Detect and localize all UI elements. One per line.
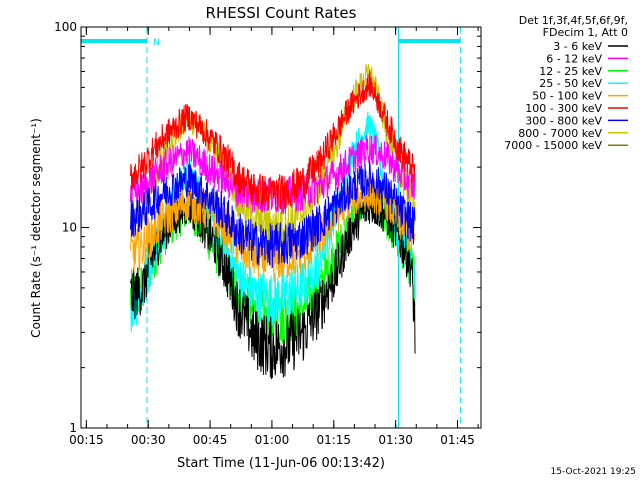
legend-entry-label: 6 - 12 keV (546, 52, 602, 65)
x-tick-label: 00:30 (131, 433, 166, 447)
legend-entry-label: 3 - 6 keV (553, 40, 602, 53)
legend-entry-label: 7000 - 15000 keV (504, 139, 602, 152)
x-tick-label: 01:30 (378, 433, 413, 447)
y-tick-label: 1 (69, 421, 77, 435)
legend-entry-label: 100 - 300 keV (525, 102, 602, 115)
legend-entry-label: 25 - 50 keV (539, 77, 602, 90)
series-line (129, 69, 416, 211)
y-axis-label: Count Rate (s⁻¹ detector segment⁻¹) (29, 118, 43, 338)
night-marker-label: N (153, 38, 160, 48)
x-tick-label: 01:00 (255, 433, 290, 447)
legend-header: FDecim 1, Att 0 (543, 26, 628, 39)
footer-timestamp: 15-Oct-2021 19:25 (551, 467, 636, 477)
y-tick-label: 100 (54, 20, 77, 34)
x-axis-label: Start Time (11-Jun-06 00:13:42) (177, 456, 385, 471)
x-tick-label: 00:45 (193, 433, 228, 447)
y-tick-label: 10 (62, 221, 77, 235)
plot-area: N (81, 27, 461, 428)
x-tick-label: 01:45 (440, 433, 475, 447)
x-tick-label: 01:15 (316, 433, 351, 447)
legend-entry-label: 12 - 25 keV (539, 65, 602, 78)
legend-entry-label: 300 - 800 keV (525, 114, 602, 127)
chart-title: RHESSI Count Rates (206, 4, 357, 22)
legend-entry-label: 800 - 7000 keV (518, 127, 602, 140)
legend-header: Det 1f,3f,4f,5f,6f,9f, (519, 14, 628, 27)
legend: Det 1f,3f,4f,5f,6f,9f,FDecim 1, Att 03 -… (504, 14, 628, 152)
series-line (129, 160, 416, 269)
x-tick-label: 00:15 (69, 433, 104, 447)
legend-entry-label: 50 - 100 keV (532, 90, 602, 103)
axes: 00:15 00:30 00:45 01:00 01:15 01:30 01:45 1 10 10… (54, 20, 481, 447)
